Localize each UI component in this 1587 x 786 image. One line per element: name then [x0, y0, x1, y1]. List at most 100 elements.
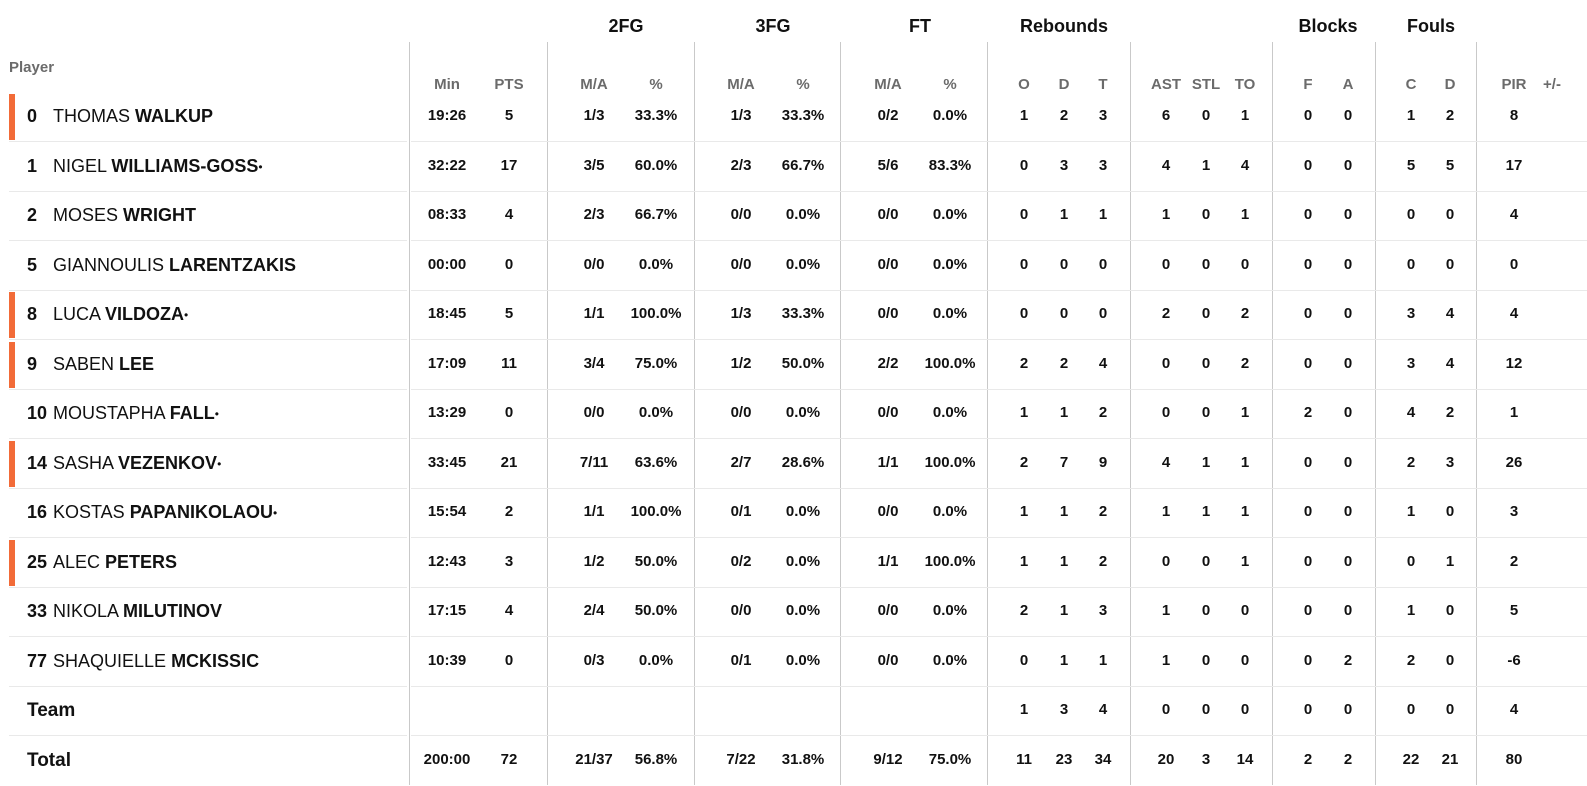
player-name-link[interactable]: MOUSTAPHA FALL•	[53, 403, 219, 424]
stat-foul-c: 5	[1406, 156, 1416, 174]
stat-to: 1	[1240, 552, 1250, 570]
player-number: 33	[27, 601, 48, 621]
player-name-link[interactable]: THOMAS WALKUP	[53, 106, 213, 127]
player-name-link[interactable]: LUCA VILDOZA•	[53, 304, 188, 325]
team-row-label: Team	[27, 700, 76, 721]
stat-min: 10:39	[427, 651, 467, 669]
column-header-pts[interactable]: PTS	[494, 76, 524, 93]
column-header-blk-f[interactable]: F	[1303, 76, 1313, 93]
stat-min: 15:54	[427, 503, 467, 520]
stat-fg3-pct: 33.3%	[781, 107, 825, 124]
stat-foul-c: 3	[1406, 305, 1416, 322]
stat-blk-a: 2	[1343, 651, 1353, 669]
stat-ast: 0	[1161, 354, 1171, 372]
column-header-pir[interactable]: PIR	[1501, 76, 1527, 93]
stat-to: 0	[1240, 602, 1250, 619]
player-row[interactable]: 14 SASHA VEZENKOV• 33:45 21 7/11 63.6% 2/7 28.6…	[0, 439, 1587, 489]
stat-blk-f: 0	[1303, 305, 1313, 322]
column-header-fg2-pct[interactable]: %	[649, 76, 663, 93]
stat-fg2-pct: 0.0%	[638, 255, 674, 273]
stat-ft-pct: 0.0%	[932, 503, 968, 520]
stat-fg3-ma: 1/3	[730, 107, 752, 124]
player-name-link[interactable]: KOSTAS PAPANIKOLAOU•	[53, 502, 277, 523]
column-header-min[interactable]: Min	[434, 76, 460, 93]
stat-ast: 0	[1161, 255, 1171, 273]
stat-ft-pct: 0.0%	[932, 305, 968, 322]
stat-stl: 0	[1201, 255, 1211, 273]
stat-foul-d: 0	[1445, 602, 1455, 619]
stat-foul-c: 1	[1406, 503, 1416, 520]
stat-fg3-pct: 0.0%	[785, 404, 821, 421]
player-first-name: LUCA	[53, 304, 101, 324]
stat-fg2-pct: 50.0%	[634, 552, 678, 570]
stat-blk-a: 0	[1343, 503, 1353, 520]
column-header-plus-minus[interactable]: +/-	[1543, 76, 1561, 93]
column-header-fg3-pct[interactable]: %	[796, 76, 810, 93]
stat-blk-a: 0	[1343, 701, 1353, 718]
stat-ft-pct: 83.3%	[928, 156, 972, 174]
column-header-to[interactable]: TO	[1234, 76, 1256, 93]
stat-foul-c: 2	[1406, 453, 1416, 471]
player-last-name: MCKISSIC	[171, 650, 260, 671]
column-header-reb-t[interactable]: T	[1098, 76, 1108, 93]
stat-blk-a: 0	[1343, 404, 1353, 421]
player-name-link[interactable]: NIKOLA MILUTINOV	[53, 601, 222, 622]
player-name-link[interactable]: SASHA VEZENKOV•	[53, 453, 221, 474]
column-header-ft-pct[interactable]: %	[943, 76, 957, 93]
column-header-ft-ma[interactable]: M/A	[874, 76, 902, 93]
player-marker: •	[214, 407, 219, 421]
player-row[interactable]: 2 MOSES WRIGHT 08:33 4 2/3 66.7% 0/0 0.0% 0/0 0.0…	[0, 191, 1587, 241]
row-separator	[411, 636, 1587, 637]
column-header-foul-d[interactable]: D	[1444, 76, 1456, 93]
stat-foul-c: 2	[1406, 651, 1416, 669]
player-row[interactable]: 10 MOUSTAPHA FALL• 13:29 0 0/0 0.0% 0/0 0.0% 0/0…	[0, 389, 1587, 439]
column-header-fg3-ma[interactable]: M/A	[727, 76, 755, 93]
player-name-link[interactable]: GIANNOULIS LARENTZAKIS	[53, 255, 296, 276]
column-header-fg2-ma[interactable]: M/A	[580, 76, 608, 93]
stat-fg2-ma: 0/0	[583, 404, 605, 421]
column-header-foul-c[interactable]: C	[1405, 76, 1417, 93]
column-header-ast[interactable]: AST	[1151, 76, 1181, 93]
stat-reb-t: 34	[1094, 750, 1112, 768]
player-name-link[interactable]: MOSES WRIGHT	[53, 205, 196, 226]
stat-reb-o: 0	[1019, 651, 1029, 669]
stat-ast: 4	[1161, 453, 1171, 471]
stat-reb-d: 1	[1059, 602, 1069, 619]
stat-pir: -6	[1507, 651, 1521, 669]
player-column-header[interactable]: Player	[9, 59, 55, 76]
stat-fg3-pct: 28.6%	[781, 453, 825, 471]
stat-stl: 0	[1201, 602, 1211, 619]
column-header-stl[interactable]: STL	[1191, 76, 1221, 93]
stat-foul-c: 22	[1402, 750, 1420, 768]
stat-reb-t: 9	[1098, 453, 1108, 471]
stat-blk-f: 0	[1303, 255, 1313, 273]
stat-reb-o: 2	[1019, 354, 1029, 372]
player-name-link[interactable]: SHAQUIELLE MCKISSIC	[53, 651, 259, 672]
player-name-link[interactable]: SABEN LEE	[53, 354, 154, 375]
player-row[interactable]: 0 THOMAS WALKUP 19:26 5 1/3 33.3% 1/3 33.3% 0/2 0…	[0, 92, 1587, 142]
player-row[interactable]: 16 KOSTAS PAPANIKOLAOU• 15:54 2 1/1 100.0% 0/1…	[0, 488, 1587, 538]
player-last-name: MILUTINOV	[123, 601, 223, 621]
player-number: 16	[27, 502, 48, 522]
player-row[interactable]: 5 GIANNOULIS LARENTZAKIS 00:00 0 0/0 0.0% 0/0 0…	[0, 241, 1587, 291]
column-header-reb-o[interactable]: O	[1018, 76, 1030, 93]
column-header-reb-d[interactable]: D	[1058, 76, 1070, 93]
stat-to: 4	[1240, 156, 1250, 174]
player-row[interactable]: 25 ALEC PETERS 12:43 3 1/2 50.0% 0/2 0.0% 1/1 100…	[0, 538, 1587, 588]
stat-to: 1	[1240, 404, 1250, 421]
player-number: 77	[27, 650, 48, 671]
player-name-link[interactable]: NIGEL WILLIAMS-GOSS•	[53, 156, 263, 177]
stat-foul-c: 0	[1406, 206, 1416, 223]
player-row[interactable]: 8 LUCA VILDOZA• 18:45 5 1/1 100.0% 1/3 33.3% 0/0…	[0, 290, 1587, 340]
player-row[interactable]: 77 SHAQUIELLE MCKISSIC 10:39 0 0/3 0.0% 0/1 0.0…	[0, 637, 1587, 687]
stat-fg2-ma: 7/11	[579, 453, 609, 471]
player-row[interactable]: 9 SABEN LEE 17:09 11 3/4 75.0% 1/2 50.0% 2/2 100.…	[0, 340, 1587, 390]
player-last-name: WILLIAMS-GOSS	[111, 155, 259, 176]
column-divider	[409, 42, 410, 785]
player-row[interactable]: 1 NIGEL WILLIAMS-GOSS• 32:22 17 3/5 60.0% 2/3 6…	[0, 142, 1587, 192]
player-name-link[interactable]: ALEC PETERS	[53, 552, 177, 573]
stat-fg3-ma: 0/0	[730, 255, 752, 273]
player-number: 2	[27, 205, 38, 225]
player-row[interactable]: 33 NIKOLA MILUTINOV 17:15 4 2/4 50.0% 0/0 0.0% 0…	[0, 587, 1587, 637]
column-header-blk-a[interactable]: A	[1342, 76, 1354, 93]
